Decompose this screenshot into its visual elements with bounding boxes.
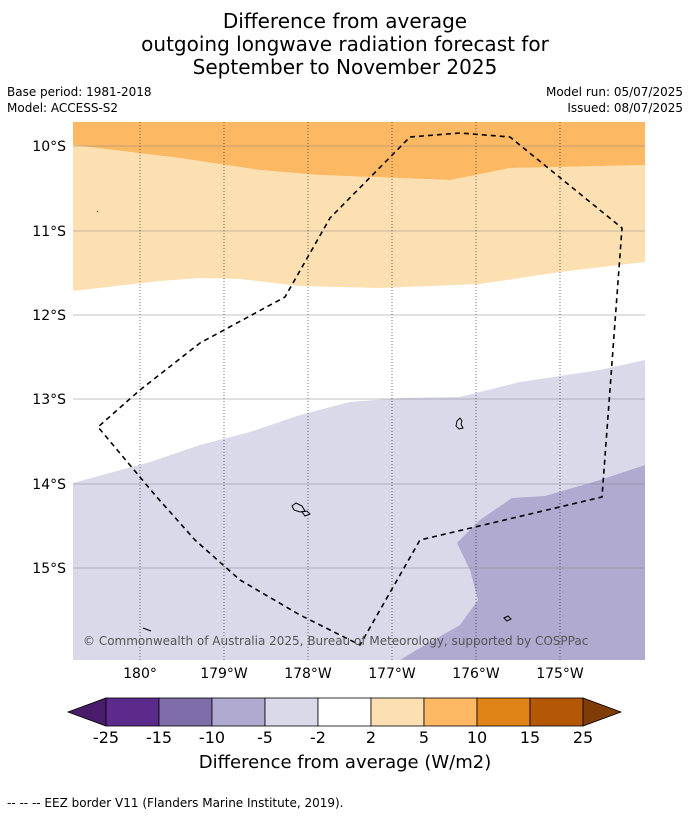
- title-line-3: September to November 2025: [192, 55, 498, 79]
- colorbar-tick-label: -10: [199, 728, 225, 747]
- colorbar-tick-label: 25: [573, 728, 593, 747]
- colorbar-tick-label: 5: [419, 728, 429, 747]
- model-run-date: Model run: 05/07/2025: [545, 85, 683, 99]
- lat-label: 14°S: [32, 477, 66, 493]
- colorbar-segment: [158, 697, 213, 727]
- colorbar-segment: [105, 697, 160, 727]
- issued-date: Issued: 08/07/2025: [567, 101, 683, 115]
- lon-label: 179°W: [200, 666, 248, 682]
- copyright-notice: © Commonwealth of Australia 2025, Bureau…: [83, 634, 588, 648]
- island-outline: [455, 417, 464, 430]
- title-line-1: Difference from average: [222, 9, 468, 33]
- colorbar-tick-label: 15: [520, 728, 540, 747]
- eez-legend-note: -- -- -- EEZ border V11 (Flanders Marine…: [7, 796, 344, 810]
- title-line-2: outgoing longwave radiation forecast for: [141, 32, 549, 56]
- island-outline: [503, 615, 512, 622]
- anomaly-band-2-5: [73, 140, 645, 291]
- lat-label: 12°S: [32, 308, 66, 324]
- island-outline: [96, 210, 99, 213]
- lon-label: 175°W: [536, 666, 584, 682]
- lat-label: 13°S: [32, 392, 66, 408]
- colorbar-segment: [423, 697, 478, 727]
- colorbar-tick-label: -2: [310, 728, 326, 747]
- colorbar-tick-label: -5: [257, 728, 273, 747]
- island-outline: [142, 627, 152, 632]
- lon-label: 180°: [123, 666, 157, 682]
- colorbar-segment: [529, 697, 584, 727]
- colorbar-tick-label: -15: [146, 728, 172, 747]
- colorbar-tick-label: 2: [366, 728, 376, 747]
- colorbar-segment: [317, 697, 372, 727]
- model-name: Model: ACCESS-S2: [7, 101, 119, 115]
- lon-label: 177°W: [368, 666, 416, 682]
- colorbar-segment: [370, 697, 425, 727]
- lat-label: 15°S: [32, 561, 66, 577]
- colorbar-segment: [211, 697, 266, 727]
- colorbar-segment: [476, 697, 531, 727]
- colorbar-title: Difference from average (W/m2): [198, 752, 492, 773]
- colorbar: -25 -15 -10 -5 -2 2 5 10 15 25: [66, 697, 623, 747]
- colorbar-segment: [264, 697, 319, 727]
- colorbar-tick-label: -25: [93, 728, 119, 747]
- lat-label: 11°S: [32, 224, 66, 240]
- colorbar-extend-low: [66, 697, 107, 727]
- base-period: Base period: 1981-2018: [7, 85, 152, 99]
- anomaly-band-minus5-minus10: [400, 465, 645, 660]
- colorbar-tick-label: 10: [467, 728, 487, 747]
- lat-label: 10°S: [32, 139, 66, 155]
- lon-label: 176°W: [452, 666, 500, 682]
- lon-label: 178°W: [284, 666, 332, 682]
- island-outline: [301, 510, 311, 517]
- colorbar-extend-high: [582, 697, 623, 727]
- eez-border: [96, 132, 623, 647]
